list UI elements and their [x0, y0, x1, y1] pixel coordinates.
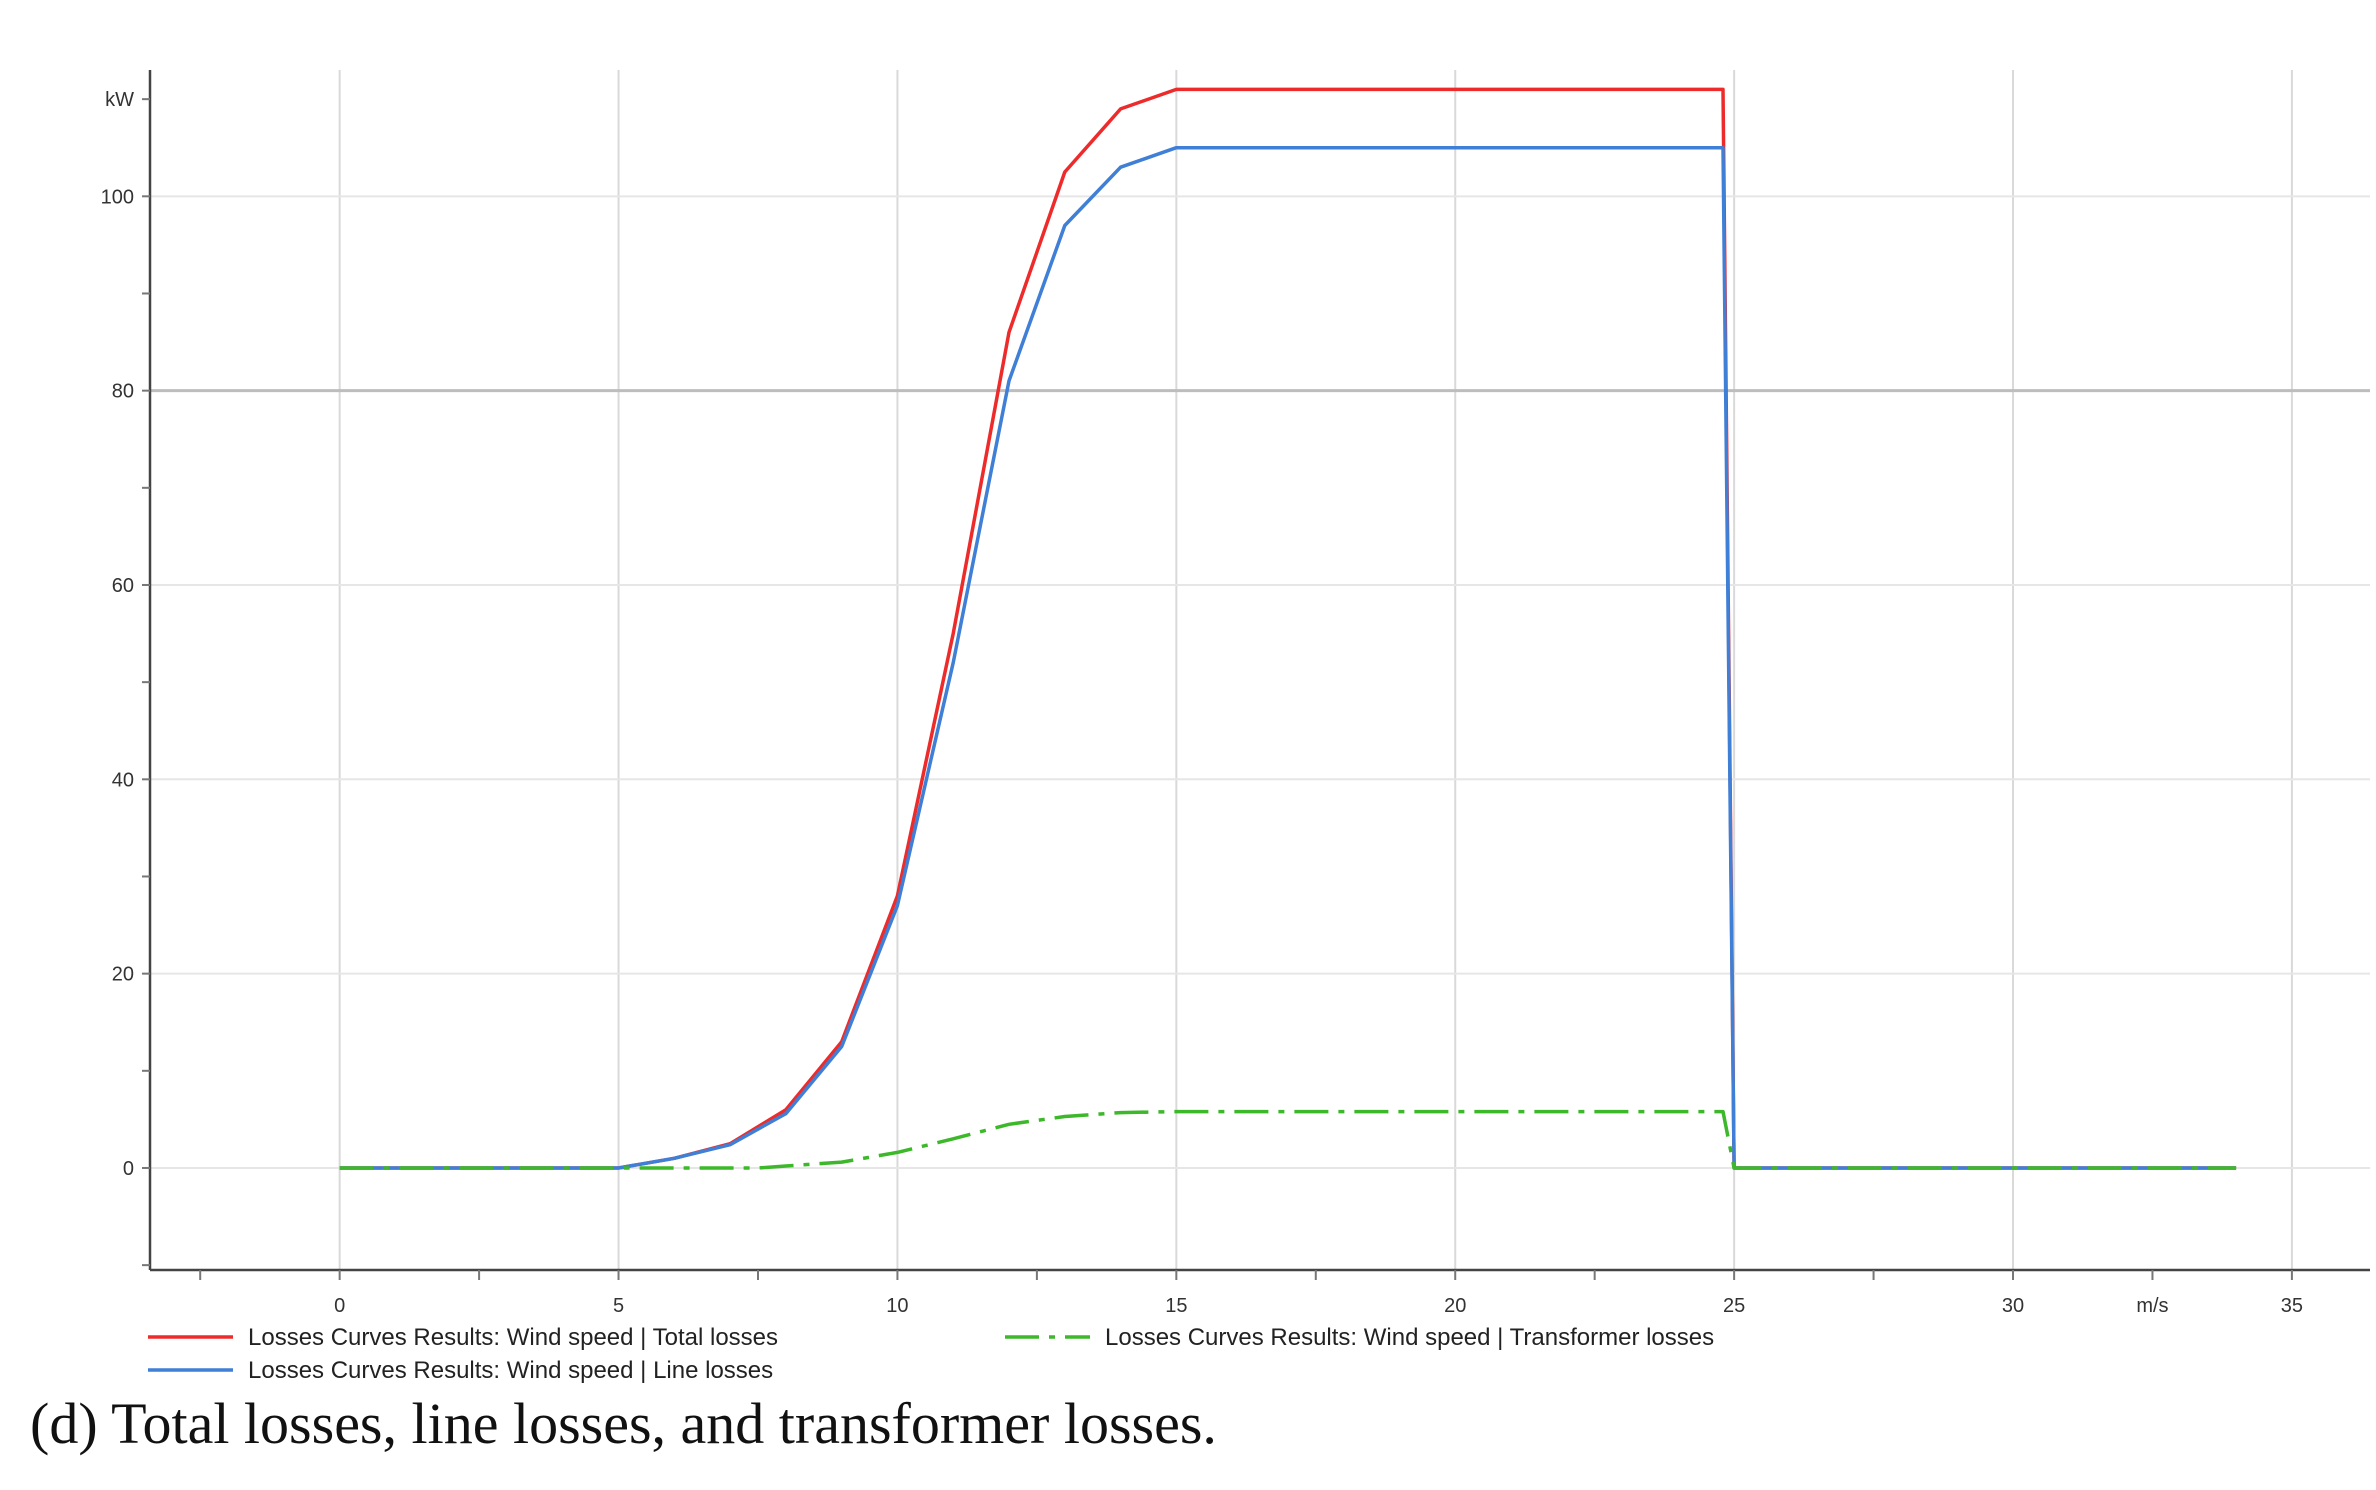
y-tick-label: 100 [101, 186, 134, 208]
x-tick-label: 10 [886, 1295, 908, 1317]
axes [142, 70, 2370, 1280]
x-tick-label: 30 [2002, 1295, 2024, 1317]
plot-background [30, 50, 2370, 1380]
y-tick-label: 40 [112, 769, 134, 791]
series-line-3 [339, 1109, 2237, 1170]
legend: Losses Curves Results: Wind speed | Tota… [148, 1324, 1714, 1384]
y-axis-unit-label: kW [105, 89, 134, 111]
x-tick-label: 5 [613, 1295, 624, 1317]
legend-label: Losses Curves Results: Wind speed | Line… [248, 1357, 773, 1384]
series-lines [339, 87, 2237, 1170]
legend-label: Losses Curves Results: Wind speed | Tota… [248, 1324, 778, 1351]
x-tick-label: 20 [1444, 1295, 1466, 1317]
x-tick-label: 25 [1723, 1295, 1745, 1317]
legend-label: Losses Curves Results: Wind speed | Tran… [1105, 1324, 1714, 1351]
grid [150, 70, 2370, 1270]
tick-labels: 0 20 40 60 80 100 0 5 10 15 20 25 30 35 [101, 186, 2303, 1317]
y-tick-label: 80 [112, 381, 134, 403]
x-tick-label: 15 [1165, 1295, 1187, 1317]
y-tick-label: 20 [112, 964, 134, 986]
y-tick-label: 0 [123, 1158, 134, 1180]
figure-caption: (d) Total losses, line losses, and trans… [30, 1391, 1217, 1456]
x-tick-label: 0 [334, 1295, 345, 1317]
x-axis-unit-label: m/s [2136, 1295, 2168, 1317]
x-tick-label: 35 [2281, 1295, 2303, 1317]
series-line-2 [339, 145, 2237, 1170]
y-tick-label: 60 [112, 575, 134, 597]
